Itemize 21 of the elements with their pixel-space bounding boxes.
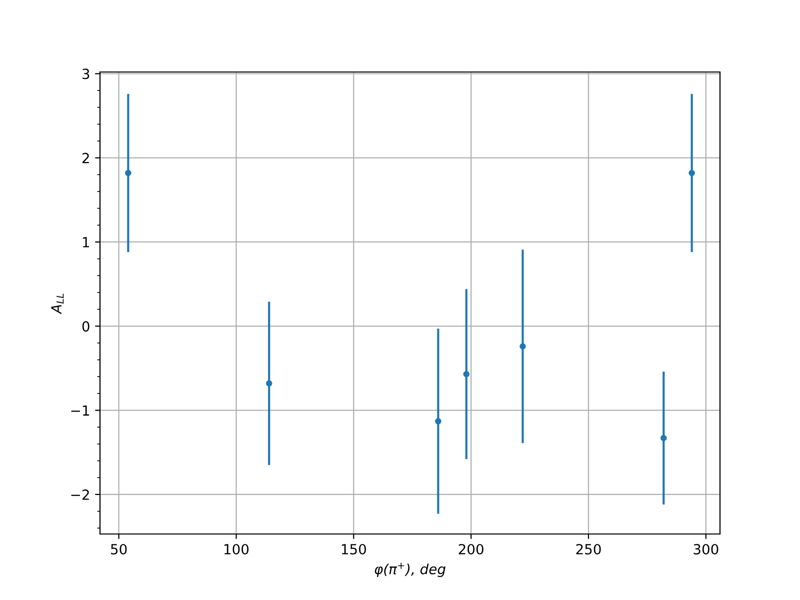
- x-axis-title: φ(π$^{+}$), deg: [374, 562, 446, 578]
- y-tick-label: 3: [82, 68, 90, 80]
- y-tick-label: −1: [71, 405, 89, 416]
- x-tick-label: 150: [342, 544, 366, 554]
- x-tick-label: 50: [111, 544, 127, 554]
- point: [463, 370, 470, 378]
- point: [660, 434, 667, 442]
- x-tick-label: 200: [458, 544, 484, 554]
- point: [520, 343, 526, 350]
- y-tick-label: 2: [82, 152, 89, 164]
- y-tick-label: 0: [82, 321, 90, 332]
- point: [688, 170, 695, 176]
- y-tick-label: 1: [82, 237, 89, 248]
- y-axis-title: A$_{LL}$: [51, 294, 64, 314]
- y-tick-label: −2: [71, 489, 89, 500]
- point: [266, 380, 272, 386]
- x-tick-label: 100: [224, 544, 249, 554]
- x-tick-label: 300: [694, 544, 718, 554]
- x-tick-label: 250: [576, 544, 601, 554]
- point: [125, 170, 132, 176]
- point: [435, 418, 442, 424]
